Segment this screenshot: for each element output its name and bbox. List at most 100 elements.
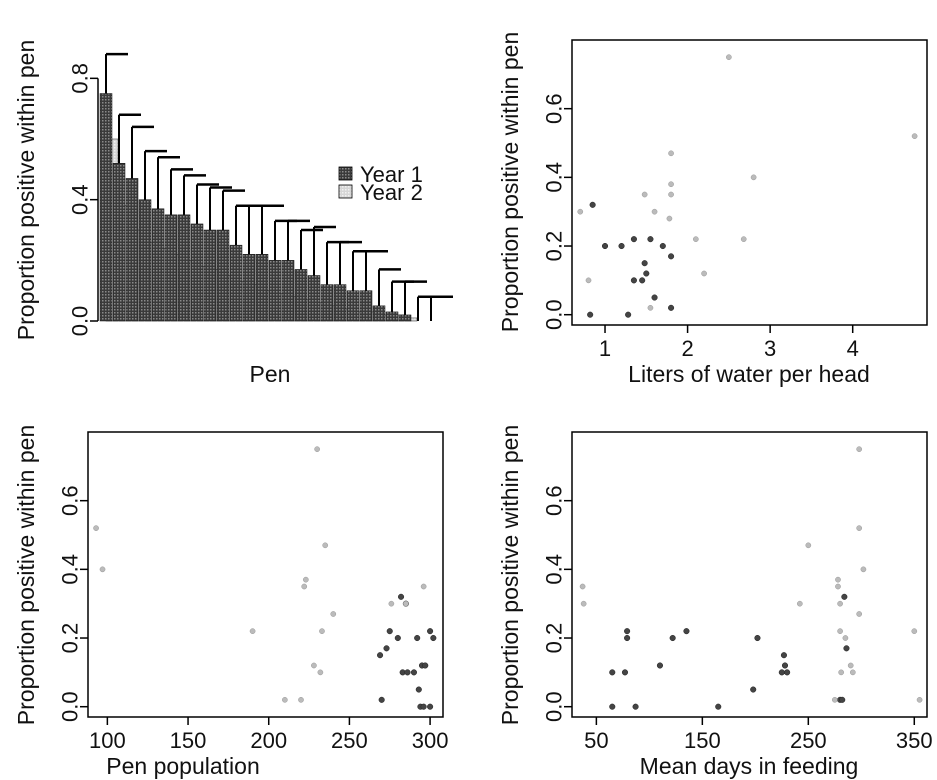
point-year1 <box>639 277 646 284</box>
point-year1 <box>750 686 757 693</box>
point-year1 <box>841 593 848 600</box>
point-year1 <box>618 242 625 250</box>
point-year2 <box>330 611 337 617</box>
legend-swatch-year1 <box>338 166 353 181</box>
point-year1 <box>669 634 676 642</box>
panel-days-scatter: 50 150 250 350 0.0 0.2 0.4 0.6 Mean days in fe… <box>497 425 933 779</box>
y-tick-label: 0.4 <box>58 554 83 585</box>
bar-year1 <box>138 199 152 322</box>
x-tick-label: 200 <box>250 728 287 753</box>
y-tick-label: 0.4 <box>68 184 93 215</box>
bar-year1 <box>385 311 399 322</box>
point-year2 <box>842 635 849 641</box>
x-tick-label: 100 <box>89 728 126 753</box>
bar-year1 <box>99 93 113 322</box>
y-ticks: 0.0 0.2 0.4 0.6 <box>58 485 88 722</box>
point-year2 <box>317 669 324 676</box>
scatter-points <box>577 54 918 318</box>
point-year1 <box>668 304 675 311</box>
y-tick-label: 0.2 <box>542 231 567 262</box>
point-year2 <box>302 576 309 583</box>
point-year1 <box>683 628 690 635</box>
point-year2 <box>322 542 329 549</box>
x-ticks: 50 150 250 350 <box>584 717 933 753</box>
bar-year1 <box>281 260 295 322</box>
y-tick-label: 0.8 <box>68 63 93 94</box>
y-tick-label: 0.0 <box>68 306 93 337</box>
legend-swatch-year2 <box>338 184 353 199</box>
point-year1 <box>624 634 631 642</box>
bar-year1 <box>398 314 412 322</box>
y-tick-label: 0.0 <box>58 691 83 722</box>
x-tick-label: 150 <box>684 728 721 753</box>
point-year2 <box>301 583 308 590</box>
bar-year1 <box>216 229 230 322</box>
bar-year1 <box>307 275 321 322</box>
y-ticks: 0.0 0.4 0.8 <box>68 63 98 336</box>
bar-series-year1 <box>99 93 412 322</box>
x-axis-label: Mean days in feeding <box>640 753 859 779</box>
point-year1 <box>394 634 401 642</box>
point-year1 <box>625 311 632 318</box>
point-year2 <box>856 446 863 453</box>
point-year1 <box>651 294 658 301</box>
x-tick-label: 350 <box>896 728 933 753</box>
scatter-points <box>579 446 923 710</box>
point-year1 <box>410 669 418 676</box>
point-year2 <box>388 600 395 607</box>
bar-year1 <box>190 223 204 322</box>
point-year2 <box>579 583 586 590</box>
legend-label-year1: Year 1 <box>360 162 423 187</box>
plot-frame <box>87 431 444 718</box>
point-year2 <box>856 611 863 617</box>
y-ticks: 0.0 0.2 0.4 0.6 <box>542 485 572 722</box>
bar-year1 <box>203 229 217 322</box>
point-year1 <box>609 703 616 710</box>
point-year2 <box>835 576 841 583</box>
bar-year1 <box>112 163 126 322</box>
legend: Year 1 Year 2 <box>338 162 423 205</box>
point-year2 <box>668 191 674 198</box>
point-year2 <box>651 208 658 215</box>
y-axis-label: Proportion positive within pen <box>497 32 523 332</box>
point-year1 <box>430 634 437 642</box>
y-tick-label: 0.2 <box>58 623 83 654</box>
bar-year1 <box>177 214 191 322</box>
point-year1 <box>656 662 664 669</box>
y-tick-label: 0.6 <box>58 485 83 516</box>
point-year1 <box>621 669 629 676</box>
point-year2 <box>311 662 317 669</box>
point-year2 <box>692 236 699 243</box>
point-year1 <box>778 669 785 676</box>
point-year2 <box>796 600 803 607</box>
error-bars-year1 <box>105 52 453 321</box>
point-year1 <box>378 696 385 703</box>
point-year1 <box>780 652 787 659</box>
point-year2 <box>856 525 863 531</box>
point-year2 <box>916 696 923 703</box>
point-year1 <box>601 242 609 250</box>
point-year1 <box>404 669 411 676</box>
panel-population-scatter: 100 150 200 250 300 0.0 0.2 0.4 0.6 Pen populat… <box>13 425 448 779</box>
x-tick-label: 2 <box>681 336 693 361</box>
point-year2 <box>837 628 843 635</box>
x-tick-label: 50 <box>584 728 608 753</box>
point-year1 <box>630 277 637 284</box>
point-year1 <box>386 628 393 635</box>
bar-year1 <box>255 254 269 322</box>
y-tick-label: 0.2 <box>542 623 567 654</box>
point-year1 <box>420 703 427 710</box>
point-year2 <box>93 525 99 531</box>
point-year1 <box>784 669 791 676</box>
point-year2 <box>99 566 106 573</box>
x-tick-label: 1 <box>599 336 611 361</box>
point-year2 <box>298 696 304 703</box>
point-year2 <box>319 628 325 635</box>
point-year2 <box>668 181 674 188</box>
point-year2 <box>837 600 843 607</box>
plot-frame <box>571 431 928 718</box>
point-year2 <box>668 150 674 157</box>
point-year1 <box>415 686 422 693</box>
y-axis-label: Proportion positive within pen <box>497 425 523 725</box>
x-axis-label: Pen population <box>106 753 259 779</box>
